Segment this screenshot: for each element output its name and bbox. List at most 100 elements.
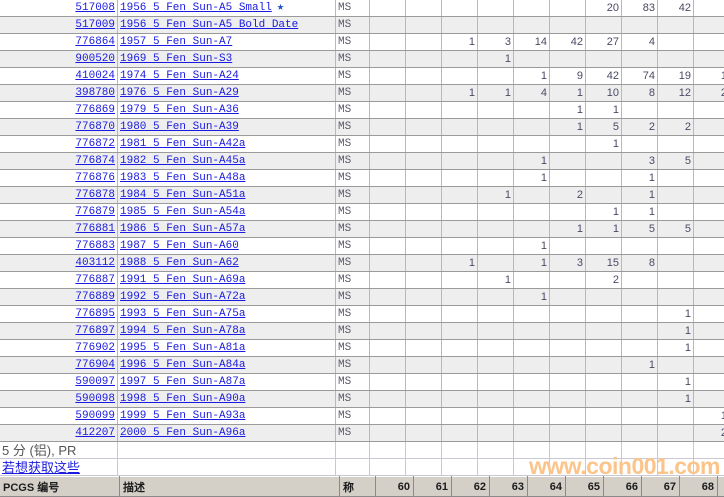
pcgs-number-link[interactable]: 776897: [75, 325, 115, 337]
description-link[interactable]: 1981 5 Fen Sun-A42a: [120, 138, 245, 150]
pcgs-number-cell[interactable]: 776897: [0, 323, 118, 340]
description-cell[interactable]: 1986 5 Fen Sun-A57a: [118, 221, 336, 238]
pcgs-number-cell[interactable]: 517009: [0, 17, 118, 34]
description-link[interactable]: 1991 5 Fen Sun-A69a: [120, 274, 245, 286]
pcgs-number-link[interactable]: 403112: [75, 257, 115, 269]
description-link[interactable]: 1957 5 Fen Sun-A7: [120, 36, 232, 48]
pcgs-number-link[interactable]: 776904: [75, 359, 115, 371]
header-pcgs-number[interactable]: PCGS 编号: [0, 477, 120, 497]
pcgs-number-cell[interactable]: 776874: [0, 153, 118, 170]
description-cell[interactable]: 1983 5 Fen Sun-A48a: [118, 170, 336, 187]
description-link[interactable]: 1992 5 Fen Sun-A72a: [120, 291, 245, 303]
pcgs-number-cell[interactable]: 776870: [0, 119, 118, 136]
description-link[interactable]: 1986 5 Fen Sun-A57a: [120, 223, 245, 235]
description-cell[interactable]: 1981 5 Fen Sun-A42a: [118, 136, 336, 153]
description-cell[interactable]: 1988 5 Fen Sun-A62: [118, 255, 336, 272]
description-link[interactable]: 1974 5 Fen Sun-A24: [120, 70, 239, 82]
pcgs-number-cell[interactable]: 900520: [0, 51, 118, 68]
description-link[interactable]: 1979 5 Fen Sun-A36: [120, 104, 239, 116]
description-link[interactable]: 1987 5 Fen Sun-A60: [120, 240, 239, 252]
header-service[interactable]: 称: [340, 477, 376, 497]
pcgs-number-cell[interactable]: 517008: [0, 0, 118, 17]
description-cell[interactable]: 1976 5 Fen Sun-A29: [118, 85, 336, 102]
pcgs-number-link[interactable]: 590099: [75, 410, 115, 422]
pcgs-number-cell[interactable]: 776869: [0, 102, 118, 119]
description-cell[interactable]: 1982 5 Fen Sun-A45a: [118, 153, 336, 170]
description-cell[interactable]: 1984 5 Fen Sun-A51a: [118, 187, 336, 204]
pcgs-number-cell[interactable]: 776872: [0, 136, 118, 153]
description-cell[interactable]: 1992 5 Fen Sun-A72a: [118, 289, 336, 306]
pcgs-number-link[interactable]: 776876: [75, 172, 115, 184]
description-cell[interactable]: 1993 5 Fen Sun-A75a: [118, 306, 336, 323]
description-cell[interactable]: 1991 5 Fen Sun-A69a: [118, 272, 336, 289]
pcgs-number-link[interactable]: 398780: [75, 87, 115, 99]
pcgs-number-link[interactable]: 776864: [75, 36, 115, 48]
pcgs-number-link[interactable]: 776887: [75, 274, 115, 286]
header-grade-65[interactable]: 65: [566, 477, 604, 497]
description-cell[interactable]: 1956 5 Fen Sun-A5 Small★: [118, 0, 336, 17]
description-link[interactable]: 1995 5 Fen Sun-A81a: [120, 342, 245, 354]
description-link[interactable]: 1969 5 Fen Sun-S3: [120, 53, 232, 65]
description-link[interactable]: 1980 5 Fen Sun-A39: [120, 121, 239, 133]
description-cell[interactable]: 1979 5 Fen Sun-A36: [118, 102, 336, 119]
description-link[interactable]: 1984 5 Fen Sun-A51a: [120, 189, 245, 201]
pcgs-number-cell[interactable]: 776902: [0, 340, 118, 357]
header-grade-62[interactable]: 62: [452, 477, 490, 497]
pcgs-number-cell[interactable]: 590097: [0, 374, 118, 391]
header-description[interactable]: 描述: [120, 477, 340, 497]
description-cell[interactable]: 1980 5 Fen Sun-A39: [118, 119, 336, 136]
pcgs-number-cell[interactable]: 412207: [0, 425, 118, 442]
footer-link[interactable]: 若想获取这些: [2, 460, 80, 475]
description-cell[interactable]: 1974 5 Fen Sun-A24: [118, 68, 336, 85]
description-link[interactable]: 1982 5 Fen Sun-A45a: [120, 155, 245, 167]
description-cell[interactable]: 1956 5 Fen Sun-A5 Bold Date: [118, 17, 336, 34]
description-cell[interactable]: 1998 5 Fen Sun-A90a: [118, 391, 336, 408]
description-link[interactable]: 1988 5 Fen Sun-A62: [120, 257, 239, 269]
pcgs-number-cell[interactable]: 776887: [0, 272, 118, 289]
description-link[interactable]: 1994 5 Fen Sun-A78a: [120, 325, 245, 337]
header-grade-68[interactable]: 68: [680, 477, 718, 497]
pcgs-number-link[interactable]: 776870: [75, 121, 115, 133]
pcgs-number-link[interactable]: 590098: [75, 393, 115, 405]
pcgs-number-cell[interactable]: 398780: [0, 85, 118, 102]
pcgs-number-link[interactable]: 776895: [75, 308, 115, 320]
pcgs-number-link[interactable]: 776879: [75, 206, 115, 218]
description-cell[interactable]: 2000 5 Fen Sun-A96a: [118, 425, 336, 442]
pcgs-number-cell[interactable]: 403112: [0, 255, 118, 272]
pcgs-number-link[interactable]: 776872: [75, 138, 115, 150]
description-link[interactable]: 1997 5 Fen Sun-A87a: [120, 376, 245, 388]
header-grade-69[interactable]: 69: [718, 477, 724, 497]
description-link[interactable]: 1956 5 Fen Sun-A5 Small: [120, 2, 272, 14]
description-cell[interactable]: 1957 5 Fen Sun-A7: [118, 34, 336, 51]
pcgs-number-link[interactable]: 410024: [75, 70, 115, 82]
description-cell[interactable]: 1969 5 Fen Sun-S3: [118, 51, 336, 68]
description-cell[interactable]: 1985 5 Fen Sun-A54a: [118, 204, 336, 221]
description-cell[interactable]: 1987 5 Fen Sun-A60: [118, 238, 336, 255]
pcgs-number-cell[interactable]: 590099: [0, 408, 118, 425]
pcgs-number-link[interactable]: 776902: [75, 342, 115, 354]
pcgs-number-cell[interactable]: 410024: [0, 68, 118, 85]
pcgs-number-link[interactable]: 517008: [75, 2, 115, 14]
pcgs-number-cell[interactable]: 776889: [0, 289, 118, 306]
pcgs-number-link[interactable]: 900520: [75, 53, 115, 65]
pcgs-number-link[interactable]: 517009: [75, 19, 115, 31]
